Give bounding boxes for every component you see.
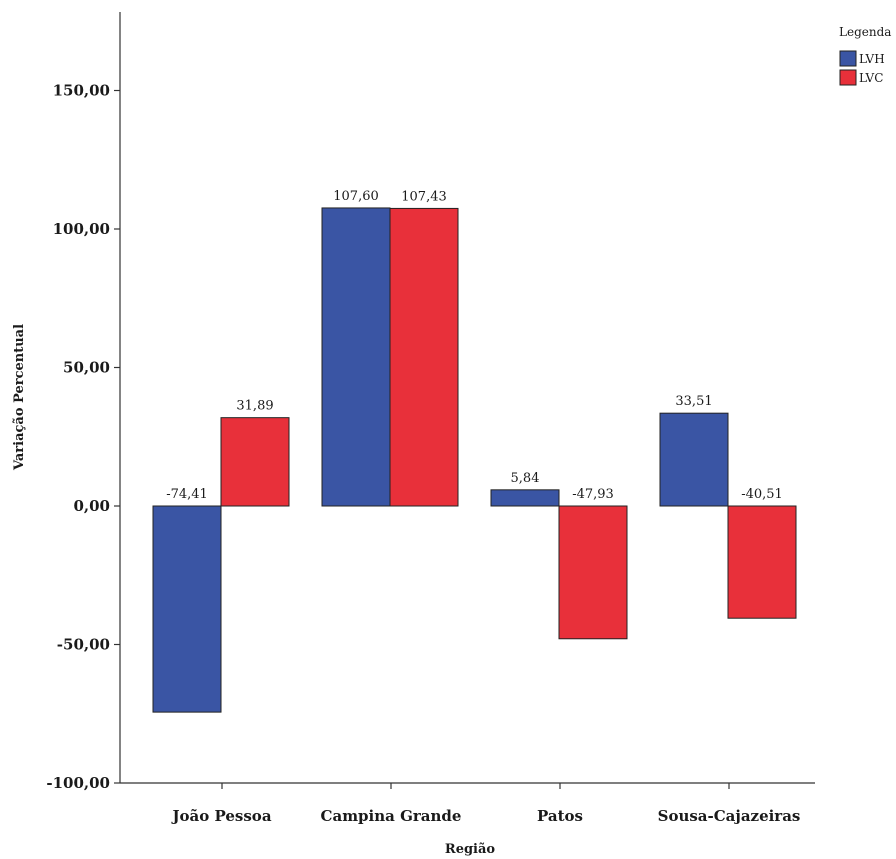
- legend-label-lvc: LVC: [859, 71, 883, 85]
- axes: -100,00 -50,00 0,00 50,00 100,00 150,00 João P…: [46, 12, 815, 825]
- data-label: 107,43: [401, 189, 447, 204]
- y-tick-label: -100,00: [46, 774, 110, 792]
- legend-swatch-lvc: [839, 69, 857, 86]
- y-tick-label: -50,00: [57, 636, 110, 654]
- bar-lvh: [152, 505, 222, 713]
- data-label: -47,93: [572, 487, 614, 502]
- x-tick-label: Sousa-Cajazeiras: [658, 807, 801, 825]
- x-tick-label: Patos: [537, 807, 583, 825]
- bar-lvh: [659, 412, 729, 507]
- data-label: -74,41: [166, 487, 208, 502]
- legend-label-lvh: LVH: [859, 52, 885, 66]
- y-axis-title: Variação Percentual: [12, 324, 27, 471]
- data-label: 33,51: [675, 394, 712, 409]
- data-labels: -74,41 107,60 5,84 33,51 31,89 107,43 -47,93 -4…: [166, 189, 783, 502]
- bar-lvh: [321, 207, 391, 507]
- data-label: -40,51: [741, 487, 783, 502]
- y-tick-label: 100,00: [53, 220, 110, 238]
- y-tick-label: 0,00: [73, 497, 110, 515]
- x-axis-title: Região: [445, 842, 496, 857]
- data-label: 5,84: [511, 471, 540, 486]
- data-label: 31,89: [236, 399, 273, 414]
- legend-swatch-lvh: [839, 50, 857, 67]
- bar-lvc: [389, 207, 459, 507]
- x-tick-label: João Pessoa: [170, 807, 271, 825]
- bar-lvc: [220, 417, 290, 507]
- legend-title: Legenda: [839, 25, 891, 39]
- legend: Legenda LVH LVC: [839, 25, 891, 86]
- y-tick-label: 50,00: [63, 359, 110, 377]
- bar-lvc: [727, 505, 797, 619]
- y-tick-label: 150,00: [53, 82, 110, 100]
- bar-lvh: [490, 489, 560, 507]
- data-label: 107,60: [333, 189, 379, 204]
- bar-lvc: [558, 505, 628, 640]
- x-tick-label: Campina Grande: [321, 807, 462, 825]
- bars: [152, 207, 797, 713]
